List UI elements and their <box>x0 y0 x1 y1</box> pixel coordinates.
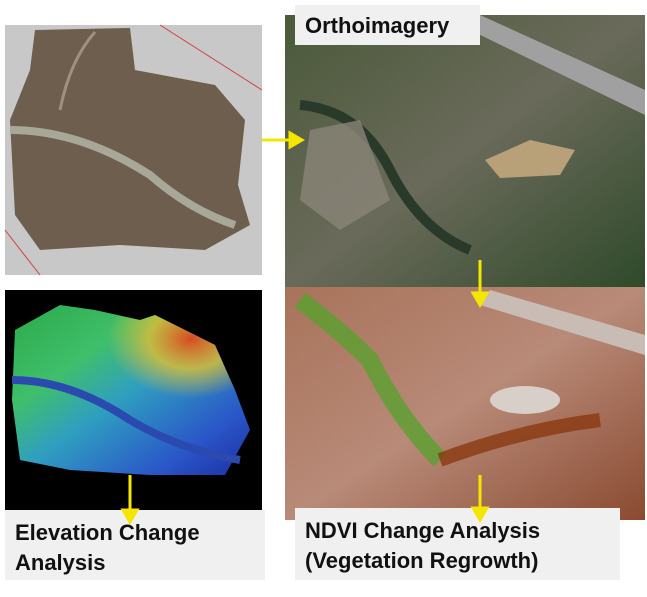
frame-line <box>4 229 41 276</box>
arrow-head <box>288 130 305 150</box>
vegetation <box>437 413 601 467</box>
highway <box>470 15 645 115</box>
terrain <box>10 28 250 250</box>
vegetation <box>294 292 447 467</box>
panel-label: Analysis <box>15 550 106 575</box>
label-box <box>5 510 265 580</box>
highway <box>480 290 645 355</box>
elevation-panel: Elevation Change Analysis <box>5 290 265 580</box>
label-box <box>295 508 620 580</box>
road <box>9 126 237 229</box>
orthoimagery-panel: Orthoimagery <box>285 5 645 287</box>
trail <box>58 31 97 111</box>
clearing <box>490 386 560 414</box>
arrows <box>120 130 490 525</box>
road <box>11 376 241 464</box>
label-box <box>295 5 480 45</box>
river <box>299 100 472 255</box>
arrow-head <box>470 291 490 308</box>
slope <box>300 120 390 230</box>
ndvi-panel: NDVI Change Analysis (Vegetation Regrowt… <box>285 287 645 580</box>
terrain-high <box>12 305 250 475</box>
clearing <box>485 140 575 178</box>
panel-label: Elevation Change <box>15 520 200 545</box>
panel-label: NDVI Change Analysis <box>305 518 540 543</box>
panel-label: (Vegetation Regrowth) <box>305 548 538 573</box>
point-cloud-panel <box>4 24 263 276</box>
panel-label: Orthoimagery <box>305 13 450 38</box>
frame-line <box>159 24 263 91</box>
arrow-head <box>470 506 490 523</box>
arrow-head <box>120 508 140 525</box>
